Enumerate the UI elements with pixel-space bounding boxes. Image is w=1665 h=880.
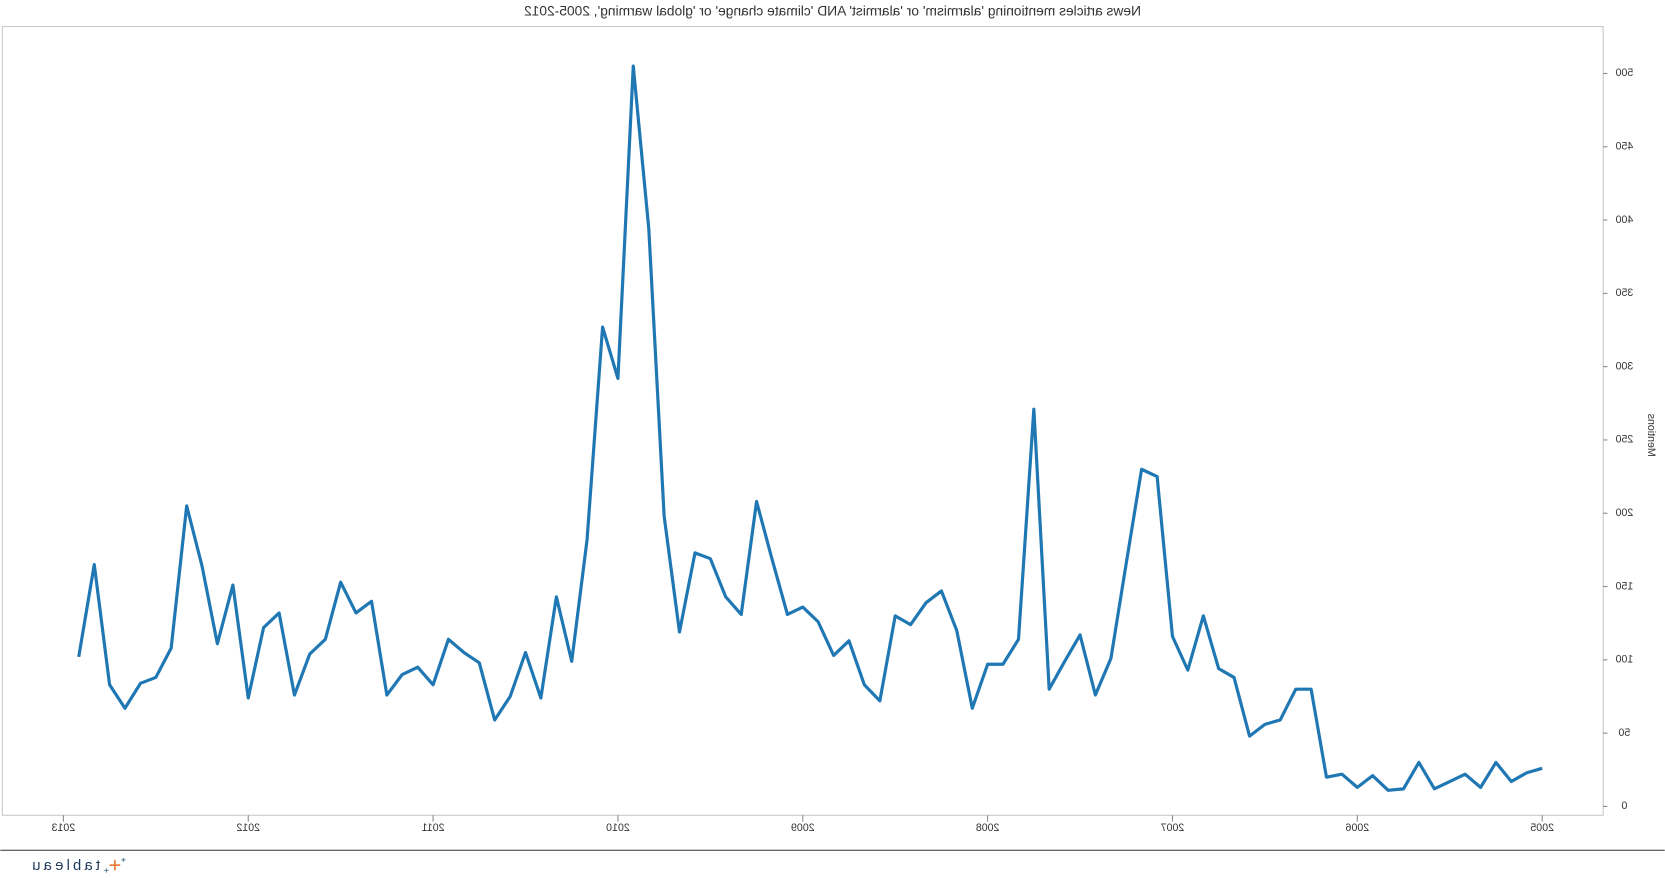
y-tick-label: 500 (1615, 67, 1633, 79)
y-tick-label: 150 (1615, 580, 1633, 592)
chart-body: News articles mentioning 'alarmism' or '… (0, 3, 1665, 874)
y-tick-label: 400 (1615, 214, 1633, 226)
y-tick-label: 250 (1615, 434, 1633, 446)
data-line (77, 64, 1543, 792)
x-tick-label: 2010 (606, 822, 630, 834)
y-tick-label: 0 (1621, 800, 1627, 812)
x-tick-label: 2011 (422, 822, 445, 834)
x-tick-label: 2009 (791, 822, 815, 834)
x-tick-label: 2006 (1345, 822, 1369, 834)
x-tick-label: 2013 (51, 822, 75, 834)
brand-text: tableau (29, 858, 100, 874)
y-tick-label: 100 (1615, 654, 1633, 666)
y-tick-label: 450 (1615, 141, 1633, 153)
y-tick-label: 50 (1618, 727, 1630, 739)
brand-logo: tableau (29, 857, 126, 874)
x-tick-label: 2012 (236, 822, 260, 834)
x-tick-label: 2005 (1530, 822, 1554, 834)
chart-title: News articles mentioning 'alarmism' or '… (524, 3, 1141, 18)
y-tick-label: 350 (1615, 287, 1633, 299)
x-tick-label: 2008 (976, 822, 1000, 834)
y-tick-label: 300 (1615, 360, 1633, 372)
plot-frame (1, 26, 1604, 816)
x-tick-label: 2007 (1161, 822, 1185, 834)
y-axis-title: Mentions (1645, 414, 1657, 457)
y-tick-label: 200 (1615, 507, 1633, 519)
